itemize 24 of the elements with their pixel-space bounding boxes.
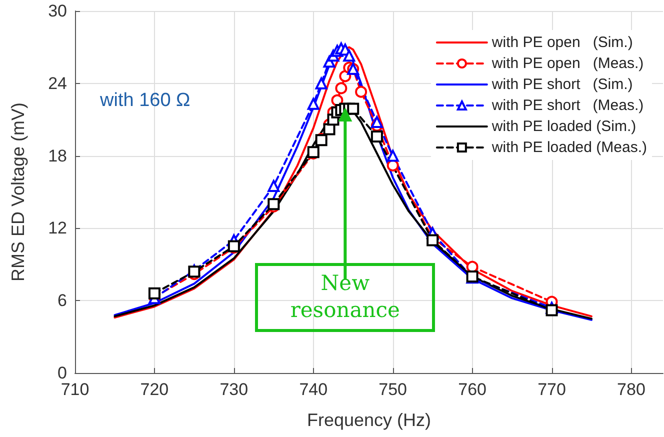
legend-label: with PE short (Meas.) <box>490 97 644 114</box>
y-tick-label: 18 <box>48 146 67 166</box>
y-axis-title: RMS ED Voltage (mV) <box>8 102 28 282</box>
x-tick-label: 780 <box>617 380 646 399</box>
x-tick-label: 710 <box>60 380 90 399</box>
x-tick-label: 740 <box>299 380 328 399</box>
annotation: with 160 Ω <box>100 90 190 112</box>
y-tick-label: 12 <box>48 218 67 238</box>
x-tick-label: 770 <box>538 380 566 399</box>
y-tick-label: 6 <box>58 291 67 310</box>
legend-label: with PE open (Sim.) <box>490 34 633 51</box>
y-tick-label: 24 <box>48 74 67 93</box>
x-axis-title: Frequency (Hz) <box>306 410 432 430</box>
x-tick-label: 720 <box>140 380 169 399</box>
y-tick-label: 0 <box>58 364 67 382</box>
x-tick-label: 760 <box>458 380 486 399</box>
x-tick-label: 730 <box>220 380 248 399</box>
legend-label: with PE short (Sim.) <box>490 76 633 93</box>
x-tick-label: 750 <box>378 380 408 399</box>
text-box: New resonance <box>255 263 436 332</box>
y-tick-label: 30 <box>48 2 67 20</box>
legend-label: with PE loaded (Meas.) <box>490 139 648 156</box>
legend-label: with PE loaded (Sim.) <box>490 118 636 135</box>
legend-label: with PE open (Meas.) <box>490 55 644 72</box>
